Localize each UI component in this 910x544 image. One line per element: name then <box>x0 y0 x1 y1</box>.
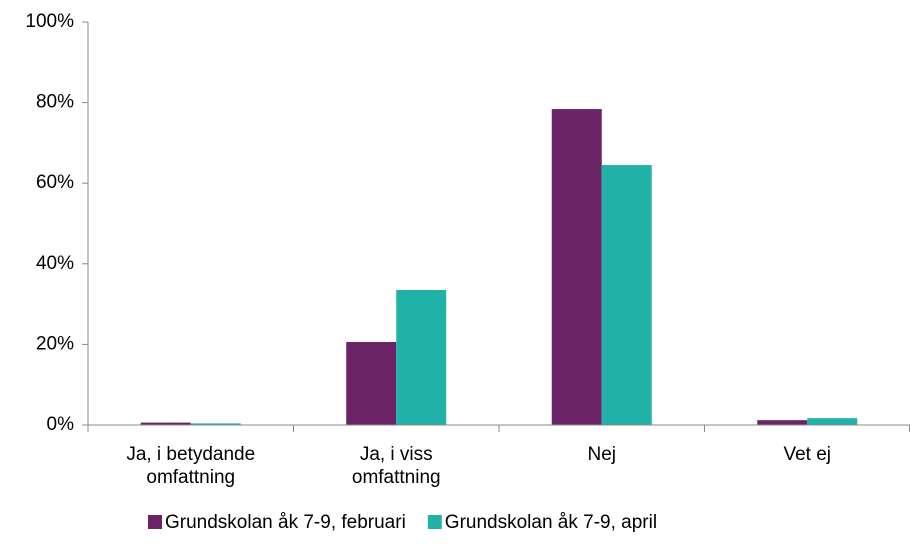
bar <box>140 422 191 425</box>
y-tick-label: 80% <box>36 92 74 113</box>
y-tick-label: 40% <box>36 253 74 274</box>
legend-label: Grundskolan åk 7-9, april <box>445 512 657 533</box>
bar <box>601 165 652 425</box>
bar <box>757 420 808 425</box>
legend-swatch <box>148 515 162 529</box>
y-tick-label: 20% <box>36 333 74 354</box>
y-tick-label: 100% <box>25 11 74 32</box>
legend-label: Grundskolan åk 7-9, februari <box>165 512 406 533</box>
bar <box>807 418 858 425</box>
y-tick-label: 0% <box>47 414 75 435</box>
x-tick-label: Vet ej <box>783 444 831 465</box>
bar <box>551 109 602 425</box>
bar <box>190 423 241 425</box>
legend-swatch <box>427 515 442 529</box>
x-tick-label: Ja, i betydande omfattning <box>126 444 255 488</box>
x-tick-label: Ja, i viss omfattning <box>352 444 441 488</box>
y-tick-label: 60% <box>36 172 74 193</box>
x-tick-label: Nej <box>587 444 616 465</box>
bar <box>346 341 397 425</box>
bar <box>396 289 447 425</box>
